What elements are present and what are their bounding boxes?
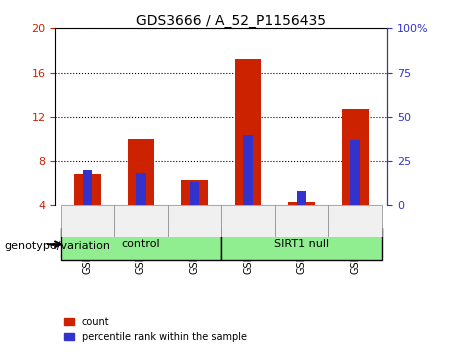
Bar <box>114 205 168 237</box>
Bar <box>83 170 92 205</box>
Bar <box>243 135 253 205</box>
Bar <box>328 205 382 237</box>
Bar <box>350 140 360 205</box>
Bar <box>221 228 382 260</box>
Bar <box>288 202 315 205</box>
Bar <box>342 109 368 205</box>
Bar <box>136 173 146 205</box>
Text: control: control <box>122 239 160 249</box>
Text: SIRT1 null: SIRT1 null <box>274 239 329 249</box>
Text: GDS3666 / A_52_P1156435: GDS3666 / A_52_P1156435 <box>136 14 325 28</box>
Legend: count, percentile rank within the sample: count, percentile rank within the sample <box>60 313 250 346</box>
Bar <box>221 205 275 237</box>
Bar <box>61 228 221 260</box>
Bar <box>297 191 306 205</box>
Bar <box>168 205 221 237</box>
Bar <box>235 59 261 205</box>
Bar <box>181 180 208 205</box>
Bar <box>74 175 101 205</box>
Bar <box>275 205 328 237</box>
Bar <box>190 182 199 205</box>
Text: genotype/variation: genotype/variation <box>5 241 111 251</box>
Bar <box>128 139 154 205</box>
Bar <box>61 205 114 237</box>
